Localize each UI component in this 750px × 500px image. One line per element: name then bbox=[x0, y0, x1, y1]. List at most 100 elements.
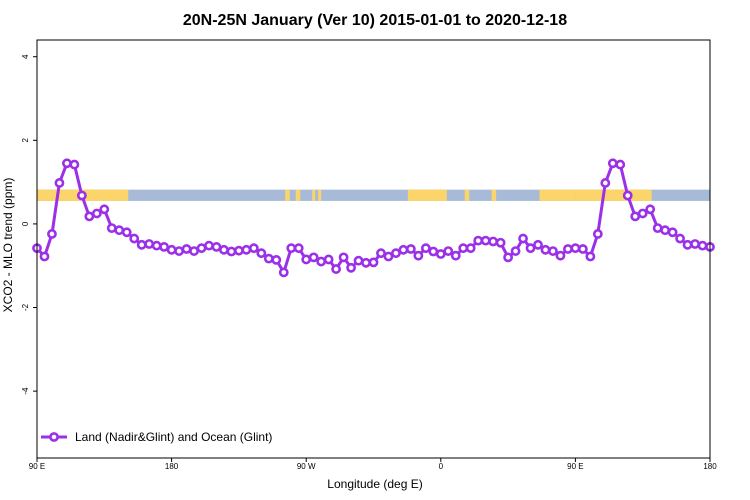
data-point bbox=[645, 204, 656, 215]
data-point bbox=[682, 239, 693, 250]
land-segment bbox=[312, 189, 316, 201]
data-point bbox=[248, 243, 259, 254]
data-point bbox=[667, 227, 678, 238]
x-tick-label: 90 E bbox=[29, 462, 45, 471]
x-tick-label: 90 E bbox=[567, 462, 583, 471]
data-point bbox=[615, 159, 626, 170]
data-point bbox=[166, 244, 177, 255]
ocean-band bbox=[37, 189, 710, 201]
data-point bbox=[660, 225, 671, 236]
data-point bbox=[675, 233, 685, 244]
data-point bbox=[353, 255, 364, 266]
y-axis-title: XCO2 - MLO trend (ppm) bbox=[1, 178, 15, 313]
data-point bbox=[241, 244, 252, 255]
data-point bbox=[533, 239, 543, 250]
data-point bbox=[271, 254, 282, 265]
land-segment bbox=[407, 189, 447, 201]
data-point bbox=[256, 248, 267, 259]
data-point bbox=[338, 252, 349, 263]
data-point bbox=[473, 235, 484, 246]
data-point bbox=[69, 159, 80, 170]
data-point bbox=[174, 246, 184, 256]
data-point bbox=[443, 246, 454, 256]
data-point bbox=[563, 244, 573, 254]
data-point bbox=[286, 243, 297, 254]
data-point bbox=[435, 249, 446, 259]
land-segment bbox=[285, 189, 290, 201]
data-point bbox=[99, 204, 110, 215]
data-point bbox=[398, 244, 409, 255]
data-point bbox=[121, 227, 132, 238]
data-point bbox=[159, 242, 170, 252]
data-point bbox=[181, 244, 192, 254]
legend-marker bbox=[49, 432, 59, 442]
data-point bbox=[361, 257, 371, 268]
data-point bbox=[540, 244, 551, 255]
x-tick-label: 90 W bbox=[297, 462, 316, 471]
land-segment bbox=[464, 189, 470, 201]
data-point bbox=[480, 235, 491, 246]
land-segment bbox=[295, 189, 301, 201]
x-axis-title: Longitude (deg E) bbox=[327, 477, 422, 491]
axes: 90 E 180 90 W 0 90 E 180 4 2 0 -2 -4 bbox=[21, 54, 717, 471]
data-point bbox=[428, 246, 439, 257]
data-point bbox=[585, 251, 596, 262]
data-point bbox=[592, 229, 603, 239]
data-point bbox=[630, 211, 641, 222]
y-tick-label: 4 bbox=[21, 54, 30, 59]
data-point bbox=[600, 178, 611, 188]
data-point bbox=[196, 243, 207, 254]
data-point bbox=[331, 264, 342, 274]
data-point bbox=[450, 250, 461, 261]
data-point bbox=[346, 262, 356, 273]
data-point bbox=[405, 244, 416, 254]
data-point bbox=[376, 248, 386, 259]
data-point bbox=[233, 245, 244, 256]
series-line bbox=[35, 161, 711, 274]
data-point bbox=[106, 223, 117, 233]
data-point bbox=[413, 250, 424, 261]
data-point bbox=[622, 190, 633, 201]
data-point bbox=[144, 239, 155, 249]
data-point bbox=[84, 211, 95, 222]
data-point bbox=[114, 225, 125, 236]
land-segment bbox=[491, 189, 497, 201]
data-point bbox=[637, 208, 648, 219]
data-point bbox=[219, 244, 229, 255]
plot-frame bbox=[36, 39, 711, 459]
data-point bbox=[293, 243, 304, 254]
data-point bbox=[204, 240, 214, 251]
data-point bbox=[226, 246, 237, 257]
data-point bbox=[129, 233, 140, 244]
data-point bbox=[518, 233, 528, 244]
data-point bbox=[301, 254, 312, 265]
data-point bbox=[495, 237, 506, 248]
data-point bbox=[391, 248, 401, 259]
data-point bbox=[420, 243, 431, 254]
data-point bbox=[503, 252, 513, 263]
data-point bbox=[189, 246, 199, 256]
data-point bbox=[151, 240, 162, 251]
data-point bbox=[263, 253, 274, 264]
x-tick-label: 180 bbox=[703, 462, 717, 471]
land-segment bbox=[575, 189, 652, 201]
data-point bbox=[368, 257, 379, 268]
y-tick-label: 0 bbox=[21, 221, 30, 226]
data-point bbox=[488, 236, 499, 247]
data-point bbox=[383, 251, 394, 262]
data-point bbox=[690, 239, 700, 249]
data-point bbox=[510, 246, 521, 256]
data-point bbox=[62, 158, 72, 169]
data-point bbox=[465, 243, 476, 254]
chart-title: 20N-25N January (Ver 10) 2015-01-01 to 2… bbox=[183, 12, 567, 29]
data-point bbox=[91, 208, 102, 219]
x-tick-label: 180 bbox=[165, 462, 179, 471]
data-point bbox=[697, 240, 708, 251]
data-point bbox=[548, 246, 558, 256]
y-tick-label: -4 bbox=[21, 387, 30, 395]
data-point bbox=[652, 223, 663, 233]
data-point bbox=[316, 256, 327, 267]
data-point bbox=[136, 239, 147, 250]
data-point bbox=[525, 243, 536, 254]
